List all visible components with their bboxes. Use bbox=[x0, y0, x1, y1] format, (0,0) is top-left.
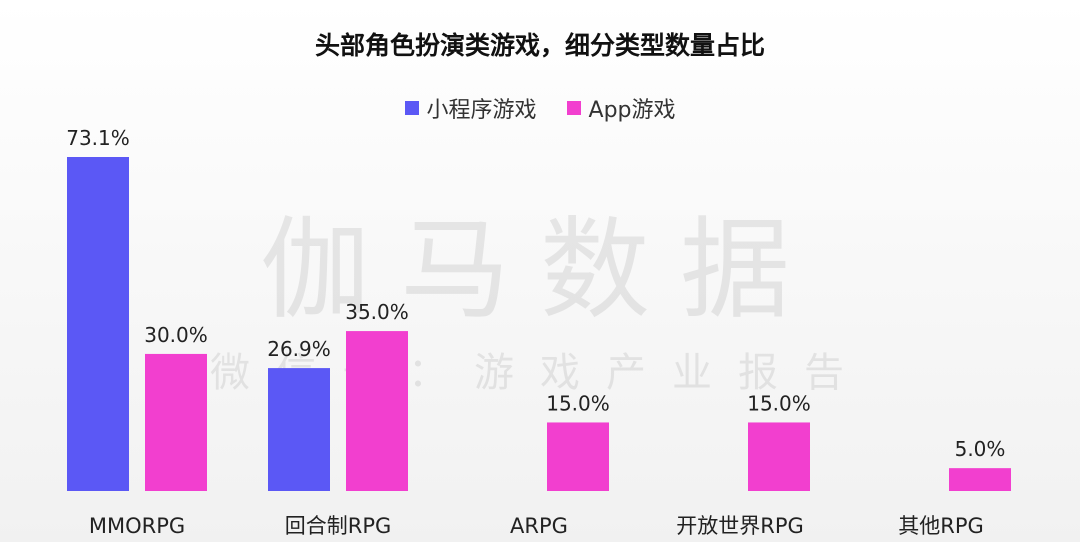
legend-label-mini-program: 小程序游戏 bbox=[426, 98, 537, 123]
bar-app-2 bbox=[547, 422, 609, 491]
bar-app-4 bbox=[949, 468, 1011, 491]
chart-title: 头部角色扮演类游戏，细分类型数量占比 bbox=[314, 31, 765, 60]
data-label-app-1: 35.0% bbox=[345, 300, 409, 324]
category-label-1: 回合制RPG bbox=[285, 514, 392, 538]
bar-mini-program-0 bbox=[67, 157, 129, 491]
category-label-4: 其他RPG bbox=[898, 514, 984, 538]
legend: 小程序游戏 App游戏 bbox=[0, 92, 1080, 124]
data-label-mini-program-0: 73.1% bbox=[66, 126, 130, 150]
legend-item-app: App游戏 bbox=[566, 92, 676, 124]
watermark-brand: 伽马数据 bbox=[260, 206, 820, 334]
category-label-2: ARPG bbox=[510, 514, 568, 538]
legend-swatch-app bbox=[566, 101, 581, 115]
category-label-3: 开放世界RPG bbox=[676, 514, 804, 538]
legend-swatch-mini-program bbox=[404, 101, 419, 115]
bar-app-3 bbox=[748, 422, 810, 491]
category-label-0: MMORPG bbox=[89, 514, 185, 538]
legend-item-mini-program: 小程序游戏 bbox=[404, 92, 537, 124]
bar-app-0 bbox=[145, 353, 207, 491]
data-label-app-2: 15.0% bbox=[546, 391, 610, 415]
legend-label-app: App游戏 bbox=[588, 98, 676, 123]
data-label-app-0: 30.0% bbox=[144, 323, 208, 347]
data-label-mini-program-1: 26.9% bbox=[267, 337, 331, 361]
bar-app-1 bbox=[346, 331, 408, 491]
data-label-app-3: 15.0% bbox=[747, 391, 811, 415]
bar-mini-program-1 bbox=[268, 368, 330, 491]
data-label-app-4: 5.0% bbox=[955, 437, 1006, 461]
